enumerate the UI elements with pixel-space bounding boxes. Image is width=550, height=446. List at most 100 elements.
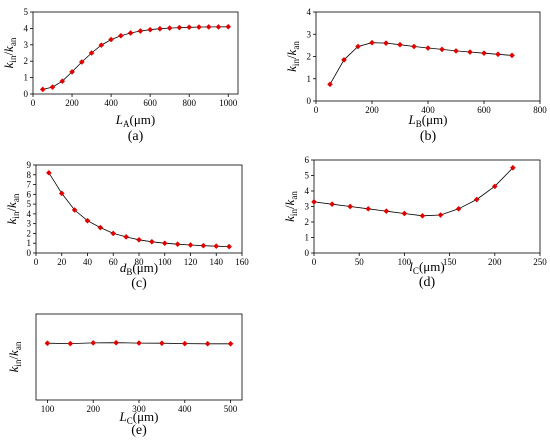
panel-label: (d): [419, 275, 436, 290]
data-point: [453, 48, 459, 54]
data-point: [467, 49, 473, 55]
data-point: [495, 51, 501, 58]
x-tick-label: 40: [83, 257, 93, 267]
data-point: [181, 340, 188, 347]
data-point: [84, 217, 91, 224]
data-point: [161, 240, 168, 247]
x-tick-label: 800: [533, 105, 547, 115]
y-tick-label: 5: [305, 171, 310, 181]
plot-frame: [315, 11, 541, 102]
chart-panel-a: 0 200 400 600 800 1000 0 1 2 3 4 5 kin/kan LA(μm)(a): [1, 7, 239, 144]
data-point: [187, 242, 194, 248]
data-point: [186, 24, 193, 31]
y-tick-label: 0: [27, 248, 32, 258]
panel-label: (c): [131, 276, 147, 291]
data-point: [205, 24, 212, 30]
x-tick-label: 600: [477, 105, 491, 115]
y-tick-label: 7: [27, 180, 32, 190]
y-tick-label: 2: [305, 217, 310, 227]
series-line: [313, 167, 514, 217]
y-tick-label: 3: [24, 40, 29, 50]
panel-label: (b): [420, 129, 437, 144]
data-point: [174, 241, 181, 248]
data-point: [136, 340, 142, 346]
y-tick-label: 2: [24, 56, 29, 66]
x-tick-label: 200: [365, 105, 379, 115]
y-tick-label: 4: [305, 186, 310, 196]
data-point: [327, 81, 333, 88]
data-point: [196, 24, 202, 30]
x-tick-label: 50: [355, 257, 365, 267]
data-point: [159, 340, 165, 347]
y-tick-label: 2: [307, 52, 312, 62]
chart-panel-e: 100 200 300 400 500 kin/kan LC(μm)(e): [6, 313, 243, 438]
x-tick-label: 0: [34, 257, 39, 267]
data-point: [227, 340, 234, 347]
chart-panel-d: 0 50 100 150 200 250 0 1 2 3 4 5 6 kin/kan lC(μm)(d): [282, 155, 547, 290]
x-tick-label: 100: [41, 404, 55, 414]
y-tick-label: 6: [27, 189, 32, 199]
x-tick-label: 250: [533, 257, 547, 267]
data-point: [98, 42, 105, 49]
data-point: [148, 238, 155, 245]
y-tick-label: 0: [305, 248, 310, 258]
data-point: [509, 164, 516, 171]
x-tick-label: 200: [65, 98, 79, 108]
data-point: [481, 50, 487, 57]
x-axis-label: dB(μm): [120, 260, 158, 277]
data-point: [439, 46, 445, 53]
data-point: [437, 212, 444, 218]
panel-label: (a): [128, 129, 144, 144]
y-tick-label: 4: [24, 23, 29, 33]
x-axis-label: LA(μm): [115, 112, 155, 129]
data-point: [49, 84, 56, 90]
data-point: [347, 203, 354, 210]
y-axis-label: kin/kan: [6, 341, 23, 372]
data-point: [166, 25, 173, 31]
series-line: [329, 42, 513, 85]
x-tick-label: 60: [109, 257, 119, 267]
y-axis-label: kin/kan: [284, 41, 301, 72]
data-point: [383, 40, 389, 47]
y-tick-label: 1: [27, 238, 32, 248]
data-point: [365, 205, 372, 212]
x-tick-label: 20: [57, 257, 67, 267]
y-tick-label: 9: [27, 160, 32, 170]
data-point: [226, 243, 233, 250]
data-point: [44, 340, 51, 347]
data-point: [69, 68, 75, 75]
y-tick-label: 1: [24, 73, 29, 83]
data-point: [473, 196, 480, 203]
data-point: [491, 183, 498, 190]
data-point: [355, 43, 361, 50]
x-tick-label: 0: [31, 98, 36, 108]
y-tick-label: 3: [27, 219, 32, 229]
y-tick-label: 6: [305, 155, 310, 165]
y-tick-label: 5: [27, 199, 32, 209]
data-point: [204, 340, 211, 347]
data-point: [311, 198, 317, 205]
data-point: [200, 242, 207, 249]
data-point: [123, 233, 130, 240]
y-tick-label: 3: [305, 202, 310, 212]
y-tick-label: 0: [307, 96, 312, 106]
x-tick-label: 140: [210, 257, 224, 267]
x-tick-label: 1000: [219, 98, 238, 108]
x-tick-label: 100: [158, 257, 172, 267]
y-axis-label: kin/kan: [1, 37, 18, 68]
data-point: [369, 39, 375, 46]
y-tick-label: 8: [27, 170, 32, 180]
x-tick-label: 0: [314, 105, 319, 115]
data-point: [383, 208, 390, 215]
x-axis-label: LC(μm): [119, 409, 159, 426]
y-tick-label: 3: [307, 29, 312, 39]
data-point: [117, 32, 124, 39]
chart-panel-b: 0 200 400 600 800 0 1 2 3 4 kin/kan LB(μm)(b): [284, 7, 547, 144]
data-point: [401, 210, 408, 217]
data-point: [71, 207, 78, 213]
data-point: [137, 28, 144, 34]
y-axis-label: kin/kan: [4, 193, 21, 224]
plot-frame: [35, 313, 243, 401]
x-tick-label: 150: [443, 257, 457, 267]
data-point: [127, 30, 134, 36]
